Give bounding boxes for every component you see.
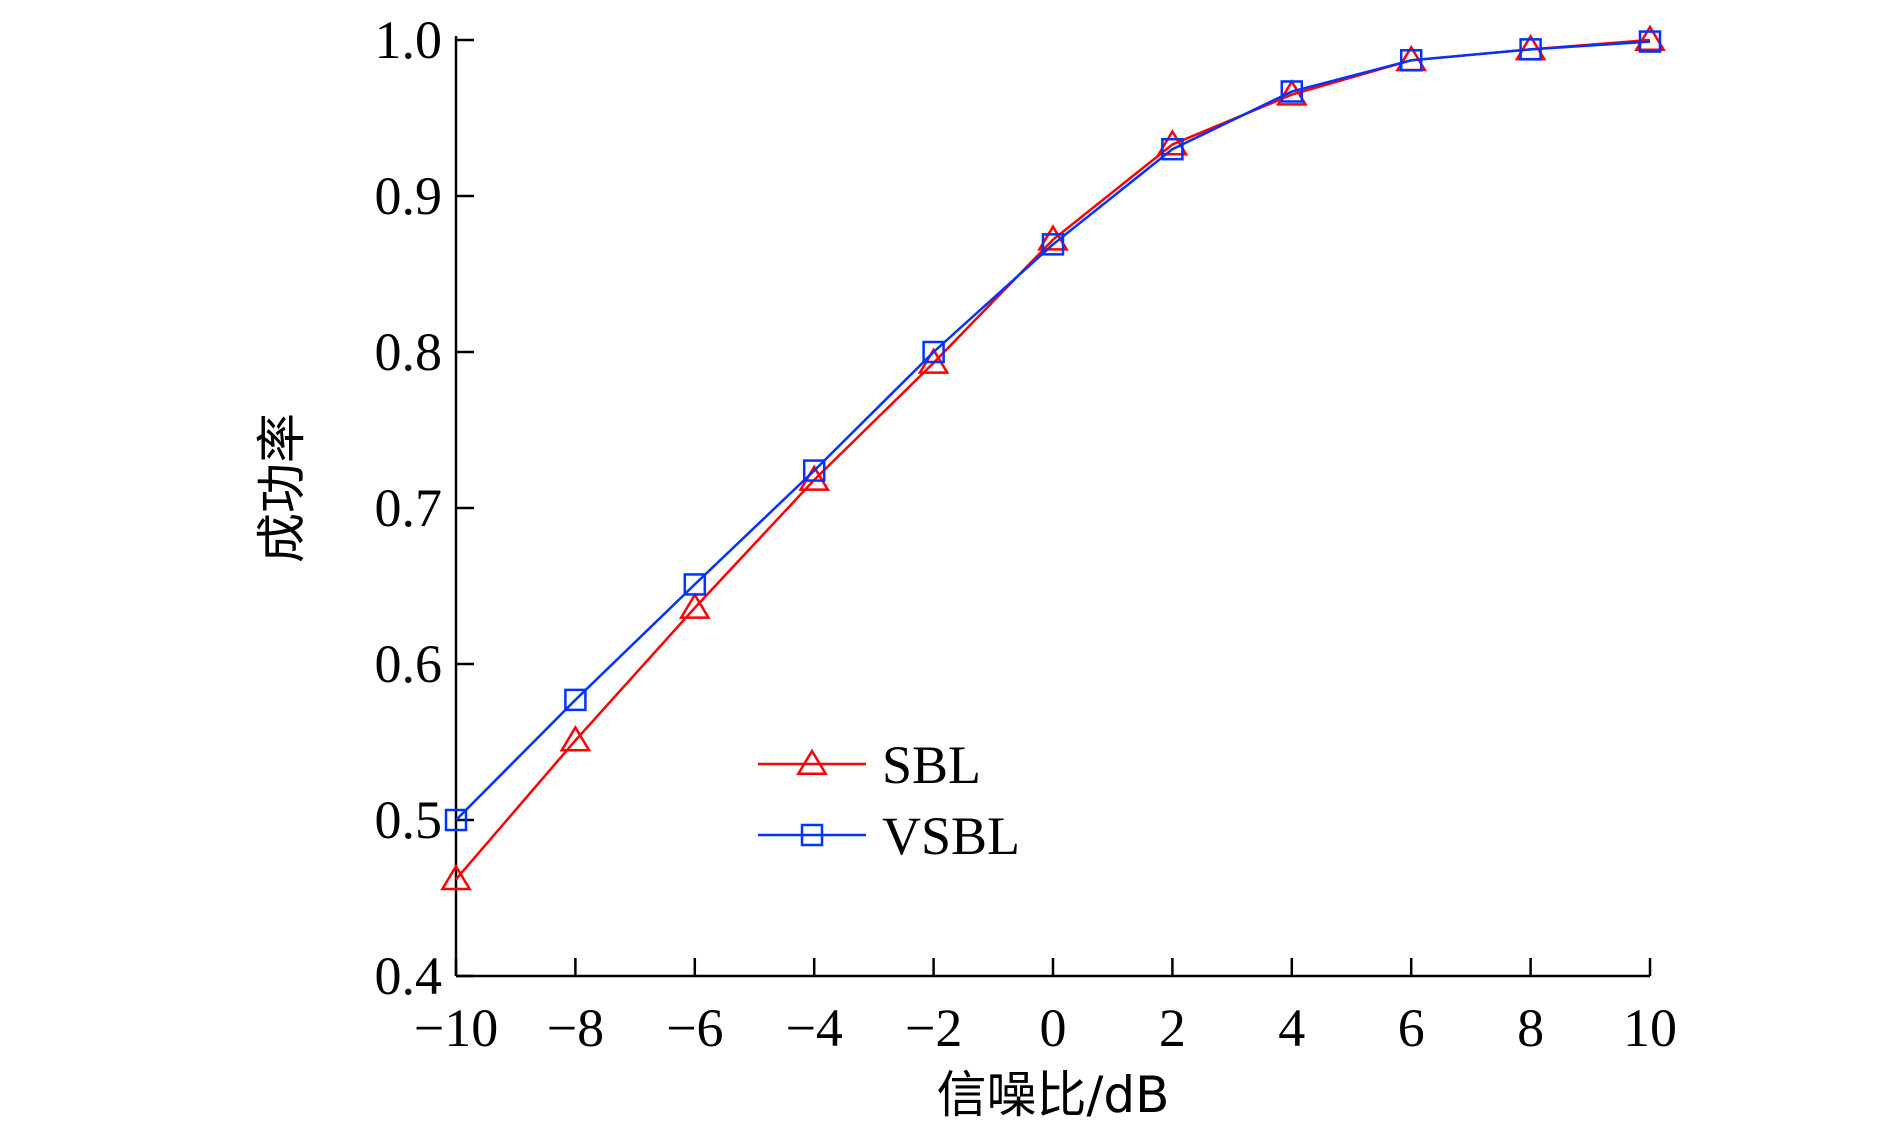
y-tick-label: 0.8 bbox=[375, 322, 443, 382]
data-point-vsbl bbox=[1638, 30, 1662, 53]
data-point-vsbl bbox=[564, 688, 587, 712]
x-ticks: −10 −8 −6 −4 −2 0 2 4 6 8 10 bbox=[414, 958, 1677, 1058]
series-layer bbox=[440, 24, 1666, 891]
data-point-sbl bbox=[440, 863, 472, 891]
x-tick-label: 10 bbox=[1623, 998, 1677, 1058]
data-point-vsbl bbox=[1399, 49, 1423, 72]
x-tick-label: −2 bbox=[905, 998, 962, 1058]
data-point-vsbl bbox=[1161, 137, 1184, 161]
legend-marker bbox=[796, 748, 828, 775]
legend-label: VSBL bbox=[882, 806, 1020, 866]
data-point-vsbl bbox=[444, 808, 468, 832]
legend-item-sbl: SBL bbox=[758, 735, 981, 795]
y-tick-label: 0.4 bbox=[375, 946, 443, 1006]
data-point-sbl bbox=[678, 592, 711, 619]
legend: SBL VSBL bbox=[758, 735, 1020, 866]
data-point-sbl bbox=[559, 725, 592, 752]
series-line-vsbl bbox=[455, 40, 1651, 821]
y-tick-label: 0.6 bbox=[375, 634, 443, 694]
x-tick-label: 4 bbox=[1278, 998, 1305, 1058]
data-point-sbl bbox=[1634, 24, 1666, 51]
data-point-sbl bbox=[1156, 129, 1189, 156]
data-point-vsbl bbox=[1041, 233, 1065, 256]
series-line-sbl bbox=[455, 38, 1651, 881]
y-tick-label: 0.7 bbox=[375, 478, 443, 538]
y-tick-label: 1.0 bbox=[375, 10, 443, 70]
x-tick-label: −6 bbox=[666, 998, 723, 1058]
series-vsbl bbox=[444, 30, 1662, 832]
y-tick-label: 0.9 bbox=[375, 166, 443, 226]
legend-item-vsbl: VSBL bbox=[758, 806, 1020, 866]
x-tick-label: −10 bbox=[414, 998, 498, 1058]
data-point-vsbl bbox=[922, 340, 945, 364]
data-point-vsbl bbox=[1519, 38, 1542, 61]
axes: 0.4 0.5 0.6 0.7 0.8 0.9 1.0 −10 −8 −6 −4 −2 0 2 4 6 8 10 bbox=[375, 10, 1678, 1058]
y-tick-label: 0.5 bbox=[375, 790, 443, 850]
x-axis-title: 信噪比/dB bbox=[937, 1066, 1170, 1124]
x-tick-label: −8 bbox=[547, 998, 604, 1058]
y-axis-title: 成功率 bbox=[253, 413, 311, 563]
x-tick-label: −4 bbox=[785, 998, 842, 1058]
x-tick-label: 0 bbox=[1040, 998, 1067, 1058]
data-point-vsbl bbox=[683, 573, 707, 596]
series-sbl bbox=[440, 24, 1666, 891]
x-tick-label: 2 bbox=[1159, 998, 1186, 1058]
x-tick-label: 8 bbox=[1517, 998, 1544, 1058]
legend-marker bbox=[800, 823, 824, 847]
data-point-vsbl bbox=[1280, 80, 1304, 103]
data-point-vsbl bbox=[802, 459, 826, 482]
y-ticks: 0.4 0.5 0.6 0.7 0.8 0.9 1.0 bbox=[375, 10, 474, 1006]
data-point-sbl bbox=[1275, 79, 1308, 106]
legend-label: SBL bbox=[882, 735, 981, 795]
x-tick-label: 6 bbox=[1398, 998, 1425, 1058]
